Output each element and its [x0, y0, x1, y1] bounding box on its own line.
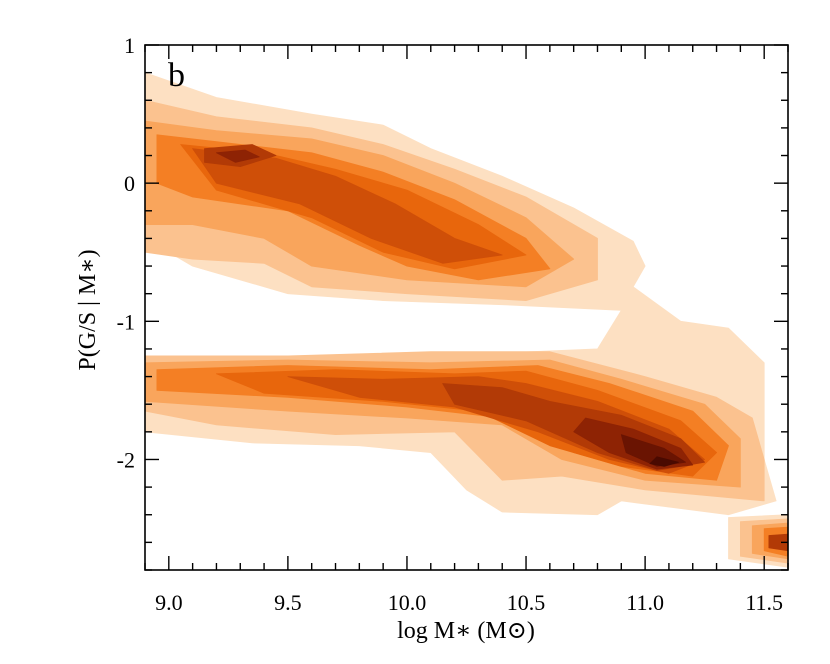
x-tick-label: 11.0	[626, 590, 664, 615]
panel-label: b	[168, 57, 185, 94]
y-tick-label: -1	[117, 309, 135, 334]
x-tick-label: 9.0	[155, 590, 183, 615]
x-tick-label: 10.0	[388, 590, 427, 615]
axis-ticks	[144, 44, 789, 571]
plot-frame	[144, 44, 789, 571]
contour-level-7-region-3	[768, 533, 788, 552]
y-tick-label: 1	[124, 33, 135, 58]
tick-labels: 9.0 9.5 10.0 10.5 11.0 11.5 1 0 -1 -2	[117, 33, 783, 615]
y-tick-label: 0	[124, 171, 135, 196]
x-tick-label: 10.5	[507, 590, 546, 615]
contour-level-8-region-1	[215, 149, 260, 163]
x-axis-label: log M∗ (M⊙)	[397, 618, 535, 644]
x-tick-label: 9.5	[274, 590, 302, 615]
contour-level-10-region-1	[649, 456, 679, 467]
contour-level-6-region-1	[192, 148, 503, 264]
x-tick-label: 11.5	[745, 590, 783, 615]
contour-fills	[145, 72, 788, 568]
y-axis-label: P(G/S | M∗)	[75, 249, 101, 370]
y-tick-label: -2	[117, 447, 135, 472]
